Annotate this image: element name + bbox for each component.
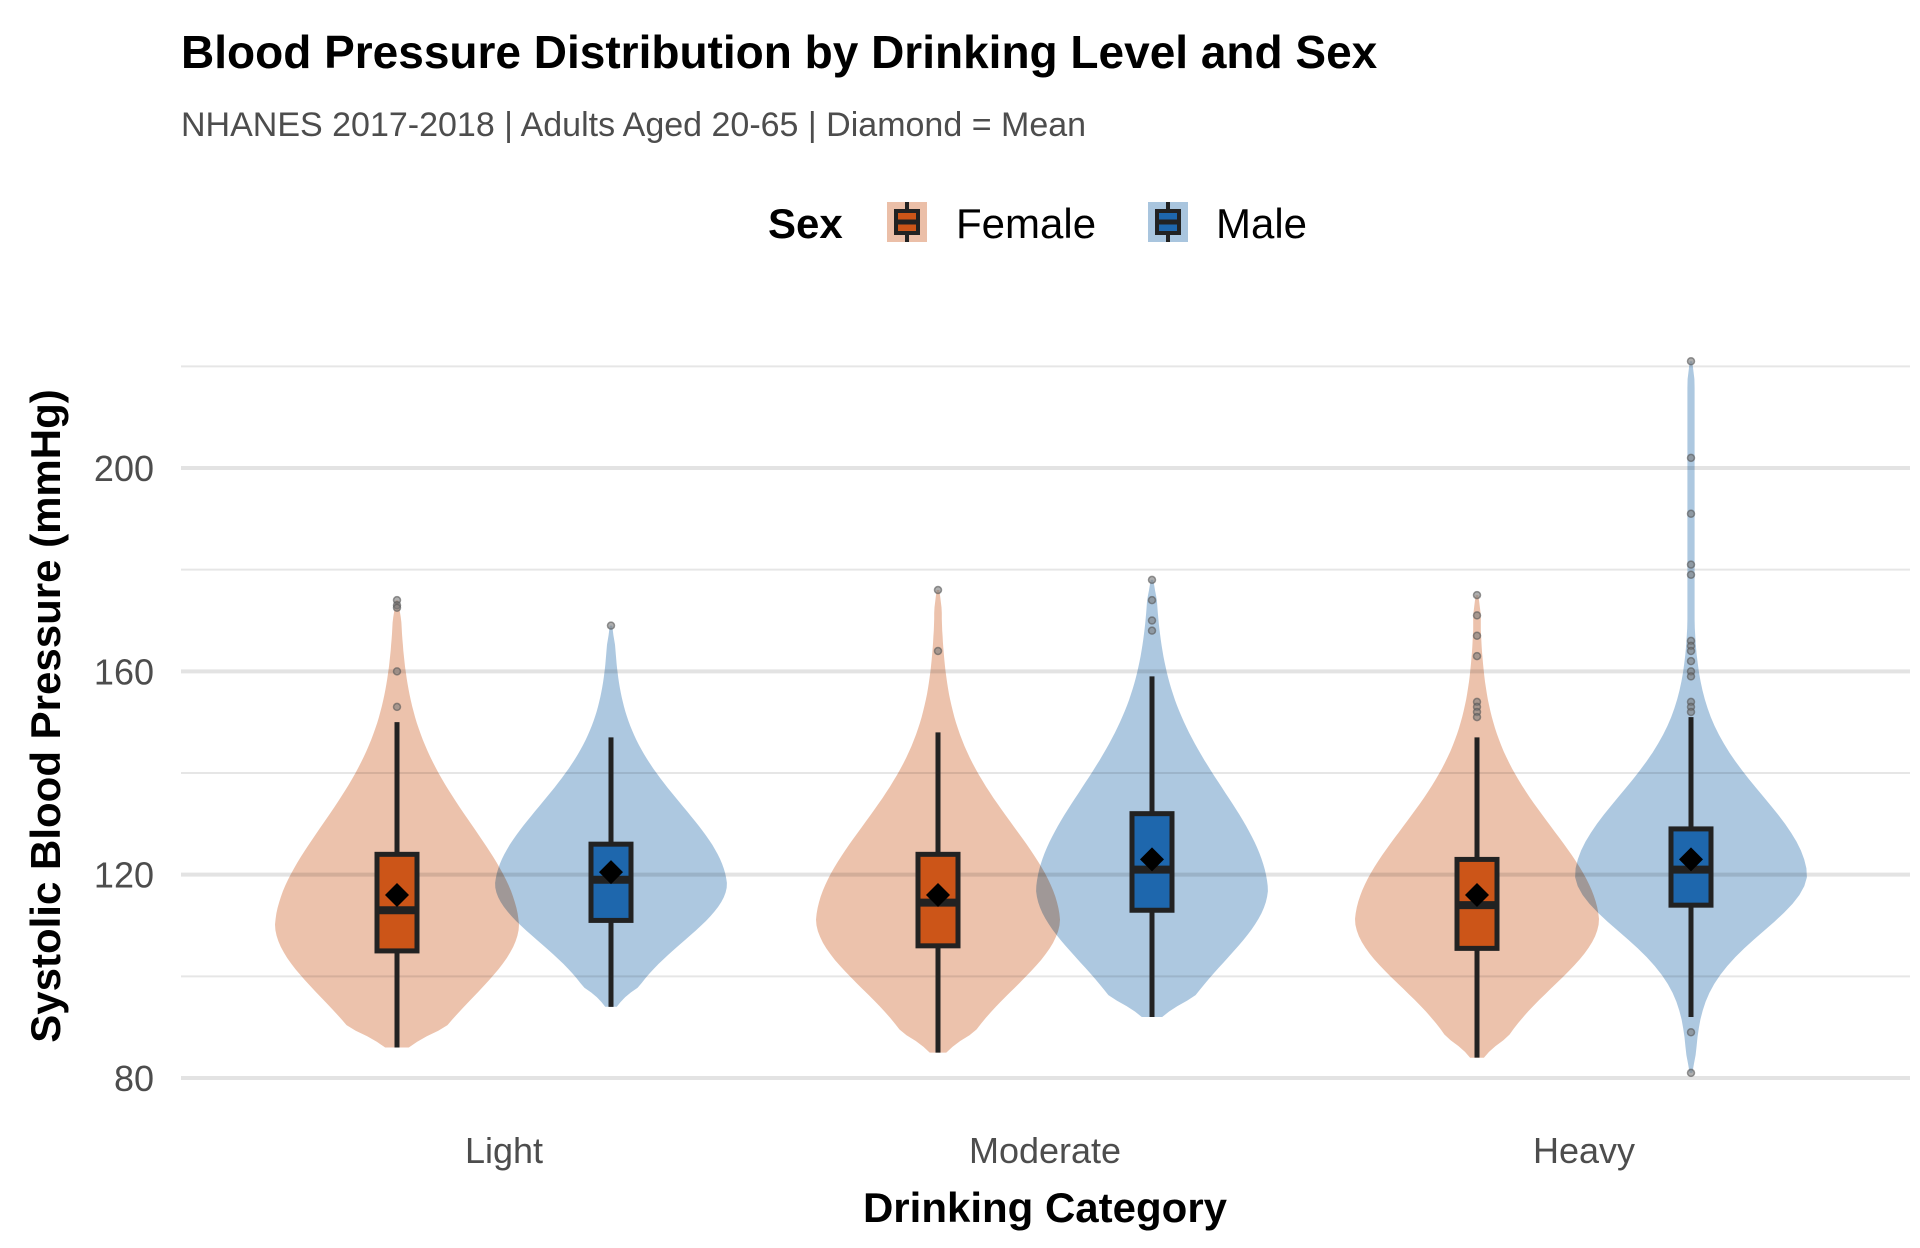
mean-diamond <box>385 883 409 907</box>
mean-diamond <box>1679 847 1703 872</box>
outlier-point <box>1686 1068 1696 1078</box>
x-axis-title: Drinking Category <box>863 1184 1228 1231</box>
outlier-point <box>1147 626 1157 635</box>
chart-title: Blood Pressure Distribution by Drinking … <box>181 26 1378 78</box>
outlier-point <box>392 667 402 676</box>
mean-diamond <box>599 860 623 885</box>
outlier-point <box>1686 646 1696 656</box>
outlier-point <box>1147 575 1157 585</box>
outlier-point <box>1686 509 1696 518</box>
y-axis-title: Systolic Blood Pressure (mmHg) <box>22 389 69 1042</box>
outlier-point <box>1147 616 1157 625</box>
outlier-point <box>606 621 616 630</box>
x-axis-ticks: Light Moderate Heavy <box>465 1130 1635 1171</box>
mean-diamond <box>1140 847 1164 872</box>
outlier-point <box>933 585 943 595</box>
outlier-point <box>1686 453 1696 463</box>
outlier-point <box>1686 656 1696 666</box>
outlier-point <box>1472 590 1482 600</box>
legend: Sex Female Male <box>768 200 1307 247</box>
outlier-point <box>392 702 402 712</box>
outlier-point <box>1686 1028 1696 1037</box>
box-layer <box>374 357 1714 1078</box>
y-tick-label: 120 <box>94 855 154 896</box>
y-tick-label: 160 <box>94 651 154 692</box>
outlier-point <box>1686 672 1696 681</box>
outlier-point <box>1472 712 1482 722</box>
outlier-point <box>1472 611 1482 620</box>
outlier-point <box>1472 631 1482 640</box>
chart-subtitle: NHANES 2017-2018 | Adults Aged 20-65 | D… <box>181 106 1086 144</box>
outlier-point <box>1472 651 1482 661</box>
legend-title: Sex <box>768 200 843 247</box>
y-tick-label: 200 <box>94 448 154 489</box>
plot-area <box>275 357 1807 1078</box>
outlier-point <box>933 646 943 656</box>
legend-key-male <box>1148 202 1188 242</box>
mean-diamond <box>926 883 950 907</box>
x-tick-label: Light <box>465 1130 543 1171</box>
outlier-point <box>1147 595 1157 605</box>
legend-label-male: Male <box>1216 200 1307 247</box>
x-tick-label: Moderate <box>969 1130 1121 1171</box>
x-tick-label: Heavy <box>1533 1130 1635 1171</box>
outlier-point <box>392 603 402 613</box>
legend-label-female: Female <box>956 200 1096 247</box>
outlier-point <box>1686 560 1696 569</box>
outlier-point <box>1686 357 1696 366</box>
y-axis-ticks: 80 120 160 200 <box>94 448 154 1099</box>
legend-key-female <box>887 202 927 242</box>
outlier-point <box>1686 707 1696 717</box>
y-tick-label: 80 <box>114 1058 154 1099</box>
mean-diamond <box>1465 883 1489 907</box>
outlier-point <box>1686 570 1696 579</box>
